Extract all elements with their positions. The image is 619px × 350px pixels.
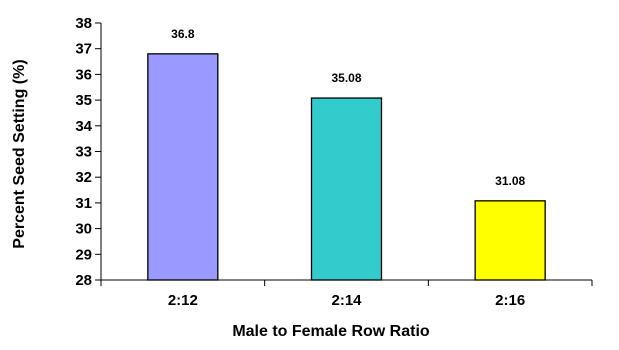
x-tick-label: 2:16 <box>495 292 525 309</box>
y-tick-label: 34 <box>75 118 92 135</box>
data-label: 36.8 <box>171 27 195 41</box>
y-tick-label: 29 <box>75 246 92 263</box>
y-tick-label: 30 <box>75 221 92 238</box>
y-tick-label: 38 <box>75 15 92 32</box>
bars <box>147 53 546 281</box>
y-tick-label: 36 <box>75 66 92 83</box>
y-tick-label: 33 <box>75 144 92 161</box>
x-axis-title: Male to Female Row Ratio <box>232 323 430 340</box>
y-tick-label: 28 <box>75 272 92 289</box>
labels: 28 29 30 31 32 33 34 35 36 37 38 2:12 36.8 2:14 35.08 2… <box>75 15 525 309</box>
y-tick-label: 35 <box>75 92 92 109</box>
y-tick-label: 32 <box>75 169 92 186</box>
y-tick-label: 37 <box>75 41 92 58</box>
bar <box>474 200 546 281</box>
x-tick-label: 2:14 <box>331 292 362 309</box>
data-label: 31.08 <box>495 174 525 188</box>
x-tick-label: 2:12 <box>168 292 198 309</box>
bar <box>310 97 383 281</box>
data-label: 35.08 <box>331 71 361 85</box>
bar <box>147 53 219 281</box>
y-axis-title: Percent Seed Setting (%) <box>11 59 28 248</box>
y-tick-label: 31 <box>75 195 92 212</box>
